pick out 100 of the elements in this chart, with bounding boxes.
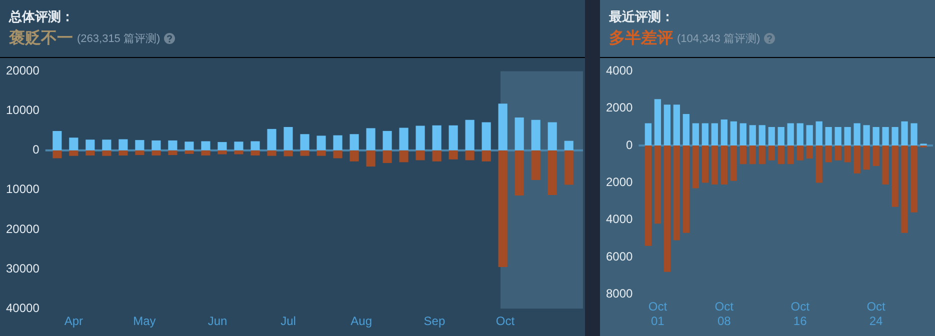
bar bbox=[382, 130, 392, 150]
bar bbox=[664, 104, 670, 146]
bar bbox=[366, 128, 376, 150]
bar bbox=[465, 120, 474, 150]
y-tick-label: 40000 bbox=[6, 300, 40, 315]
y-tick-label: 0 bbox=[32, 142, 40, 157]
bar bbox=[201, 141, 210, 150]
bar bbox=[654, 99, 662, 146]
bar bbox=[118, 139, 128, 150]
bar bbox=[52, 130, 62, 150]
bar bbox=[416, 126, 425, 150]
chart-subtitle: 褒贬不一 bbox=[9, 28, 73, 49]
bar bbox=[711, 146, 718, 185]
y-tick-label: 4000 bbox=[606, 64, 634, 78]
bar bbox=[892, 146, 898, 207]
y-tick-label: 6000 bbox=[606, 249, 634, 264]
x-tick-label: May bbox=[133, 314, 156, 328]
x-tick-label: Oct 08 bbox=[714, 300, 734, 328]
y-tick-label: 0 bbox=[626, 138, 634, 152]
bar bbox=[564, 150, 574, 185]
bar bbox=[152, 140, 161, 150]
x-tick-label: Sep bbox=[424, 314, 446, 328]
bar bbox=[768, 146, 775, 160]
bar bbox=[514, 150, 524, 196]
bar bbox=[201, 150, 210, 156]
bar bbox=[465, 150, 474, 160]
bar bbox=[102, 140, 112, 150]
bar bbox=[854, 146, 860, 174]
y-tick-label: 10000 bbox=[6, 182, 40, 196]
text: (263,315 篇评测) bbox=[77, 32, 160, 46]
bar bbox=[482, 150, 491, 162]
bar bbox=[644, 123, 652, 146]
bar bbox=[135, 150, 144, 156]
chart-subtitle: 多半差评 bbox=[609, 28, 673, 49]
x-tick-label: Apr bbox=[64, 314, 84, 328]
bar bbox=[184, 150, 194, 154]
bar bbox=[787, 146, 794, 164]
bar bbox=[548, 122, 557, 150]
bar bbox=[333, 150, 342, 158]
bar bbox=[702, 146, 708, 183]
chart-title: 总体评测： bbox=[9, 8, 75, 26]
y-tick-label: 20000 bbox=[6, 64, 40, 78]
bar bbox=[910, 123, 918, 146]
bar bbox=[778, 146, 784, 164]
bar bbox=[102, 150, 112, 156]
bar bbox=[416, 150, 425, 160]
bar bbox=[498, 150, 508, 268]
bar bbox=[531, 120, 540, 150]
bar bbox=[825, 126, 832, 146]
bar bbox=[682, 114, 690, 146]
bar bbox=[740, 146, 746, 164]
bar bbox=[730, 121, 737, 146]
bar bbox=[834, 126, 842, 146]
bar bbox=[863, 146, 870, 170]
bar bbox=[218, 150, 227, 154]
bar bbox=[184, 142, 194, 150]
bar bbox=[711, 123, 718, 146]
bar bbox=[768, 126, 775, 146]
bar bbox=[267, 128, 276, 150]
bar bbox=[901, 146, 908, 233]
bar bbox=[816, 146, 822, 183]
bar bbox=[514, 117, 524, 150]
x-tick-label: Jun bbox=[208, 314, 228, 328]
bar bbox=[316, 136, 326, 150]
bar bbox=[673, 104, 680, 146]
bar bbox=[86, 140, 95, 150]
bar bbox=[901, 121, 908, 146]
bar bbox=[749, 146, 756, 164]
bar bbox=[448, 125, 458, 150]
bar bbox=[316, 150, 326, 156]
bar bbox=[267, 150, 276, 156]
bar bbox=[872, 126, 880, 146]
bar bbox=[872, 146, 880, 166]
x-tick-label: Oct 16 bbox=[790, 300, 810, 328]
bar bbox=[892, 126, 898, 146]
bar bbox=[882, 146, 889, 185]
bar bbox=[448, 150, 458, 160]
bar bbox=[720, 146, 728, 185]
x-tick-label: Jul bbox=[280, 314, 296, 328]
bar bbox=[692, 123, 699, 146]
bar bbox=[482, 122, 491, 150]
bar bbox=[234, 150, 244, 154]
y-tick-label: 4000 bbox=[606, 212, 634, 226]
y-tick-label: 10000 bbox=[6, 103, 40, 118]
bar bbox=[350, 134, 359, 150]
bar bbox=[52, 150, 62, 158]
bar bbox=[673, 146, 680, 240]
y-tick-label: 8000 bbox=[606, 286, 634, 301]
bar bbox=[234, 142, 244, 150]
bar bbox=[816, 121, 822, 146]
bar bbox=[692, 146, 699, 188]
bar bbox=[366, 150, 376, 167]
y-tick-label: 2000 bbox=[606, 100, 634, 115]
bar bbox=[863, 125, 870, 146]
bar bbox=[787, 123, 794, 146]
bar bbox=[740, 123, 746, 146]
bar bbox=[910, 146, 918, 212]
bar bbox=[702, 123, 708, 146]
bar bbox=[432, 150, 442, 162]
bar bbox=[152, 150, 161, 156]
